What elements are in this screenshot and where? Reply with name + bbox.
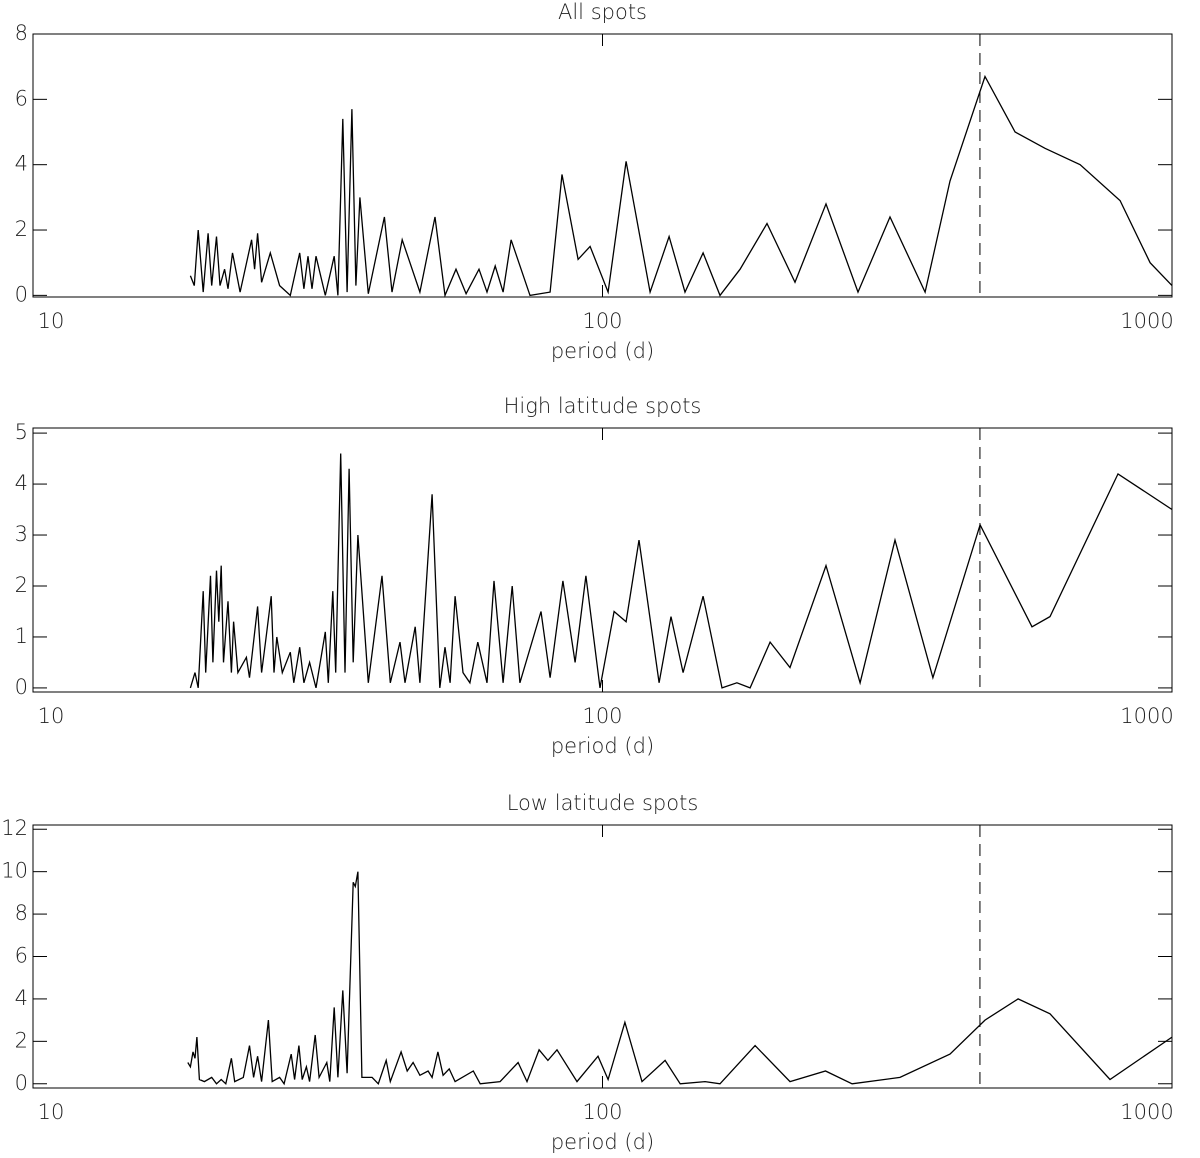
y-tick-label: 12: [1, 816, 28, 840]
y-tick-label: 4: [15, 152, 28, 176]
x-tick-label: 1000: [1120, 309, 1173, 333]
y-tick-label: 6: [15, 86, 28, 110]
y-tick-label: 4: [15, 471, 28, 495]
x-tick-label: 1000: [1120, 704, 1173, 728]
y-tick-label: 8: [15, 21, 28, 45]
panel-title: All spots: [558, 0, 647, 24]
y-tick-label: 0: [15, 675, 28, 699]
x-tick-label: 100: [582, 309, 622, 333]
data-line: [189, 74, 1173, 298]
y-tick-label: 2: [15, 573, 28, 597]
plot-frame: [32, 33, 1173, 298]
y-tick-label: 0: [15, 1071, 28, 1095]
x-tick-label: 100: [582, 704, 622, 728]
y-tick-label: 1: [15, 624, 28, 648]
data-line: [189, 453, 1173, 689]
plot-frame: [32, 824, 1173, 1089]
y-tick-label: 2: [15, 217, 28, 241]
x-tick-label: 1000: [1120, 1100, 1173, 1124]
y-tick-label: 4: [15, 986, 28, 1010]
y-tick-label: 0: [15, 282, 28, 306]
y-tick-label: 3: [15, 522, 28, 546]
y-tick-label: 5: [15, 420, 28, 444]
x-tick-label: 10: [38, 704, 65, 728]
y-tick-label: 10: [1, 859, 28, 883]
data-line: [187, 871, 1173, 1086]
x-tick-label: 10: [38, 309, 65, 333]
panel-title: Low latitude spots: [507, 791, 699, 815]
x-axis-label: period (d): [551, 339, 654, 363]
panel-title: High latitude spots: [504, 394, 702, 418]
x-axis-label: period (d): [551, 1130, 654, 1154]
x-axis-label: period (d): [551, 734, 654, 758]
plot-frame: [32, 427, 1173, 693]
x-tick-label: 100: [582, 1100, 622, 1124]
y-tick-label: 8: [15, 901, 28, 925]
y-tick-label: 2: [15, 1028, 28, 1052]
y-tick-label: 6: [15, 944, 28, 968]
x-tick-label: 10: [38, 1100, 65, 1124]
